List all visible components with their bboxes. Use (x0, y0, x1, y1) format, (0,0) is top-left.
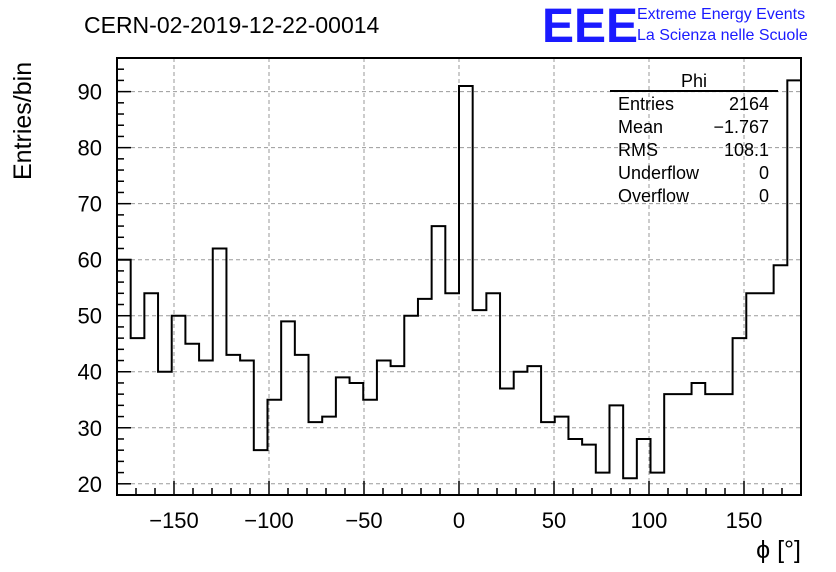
histogram-bin (418, 299, 432, 495)
histogram-bin (295, 355, 309, 495)
stats-row-value: 0 (759, 163, 769, 183)
histogram-bin (760, 293, 774, 495)
histogram-bin (555, 417, 569, 495)
histogram-bin (473, 310, 487, 495)
histogram-bin (664, 394, 678, 495)
histogram-bin (131, 338, 145, 495)
histogram-bin (486, 293, 500, 495)
histogram-bin (527, 366, 541, 495)
histogram-bin (309, 422, 323, 495)
axis-ticks (116, 68, 802, 495)
eee-logo: EEE Extreme Energy Events La Scienza nel… (542, 0, 808, 53)
stats-row-label: Entries (618, 94, 674, 114)
x-tick-label: 0 (453, 508, 465, 533)
histogram-bin (172, 316, 186, 495)
y-tick-label: 70 (78, 192, 102, 217)
histogram-bin (568, 439, 582, 495)
stats-row-value: −1.767 (713, 117, 769, 137)
histogram-bin (733, 338, 747, 495)
histogram-bin (363, 400, 377, 495)
y-tick-label: 40 (78, 360, 102, 385)
histogram-bin (281, 321, 295, 495)
stats-row-value: 2164 (729, 94, 769, 114)
histogram-bin (117, 260, 131, 495)
chart-title: CERN-02-2019-12-22-00014 (84, 12, 380, 38)
histogram-bin (445, 293, 459, 495)
histogram-bin (144, 293, 158, 495)
histogram-bin (377, 361, 391, 495)
y-tick-label: 60 (78, 248, 102, 273)
y-tick-label: 30 (78, 416, 102, 441)
x-tick-label: −100 (244, 508, 294, 533)
histogram-bin (199, 361, 213, 495)
histogram-bin (158, 372, 172, 495)
histogram-bin (267, 400, 281, 495)
histogram-bin (541, 422, 555, 495)
y-tick-label: 80 (78, 136, 102, 161)
histogram-bin (514, 372, 528, 495)
y-tick-label: 50 (78, 304, 102, 329)
y-tick-labels: 20 30 40 50 60 70 80 90 (78, 80, 102, 497)
histogram-bin (336, 377, 350, 495)
stats-box: Phi Entries 2164 Mean −1.767 RMS 108.1 Underfl… (610, 71, 778, 206)
y-tick-label: 20 (78, 472, 102, 497)
y-axis-label: Entries/bin (9, 62, 37, 180)
histogram-bin (692, 383, 706, 495)
histogram-outline (117, 79, 801, 480)
histogram-bin (774, 265, 788, 495)
histogram-bin (787, 80, 801, 495)
eee-logo-line1: Extreme Energy Events (637, 6, 805, 23)
x-axis-label: ϕ [°] (756, 536, 801, 564)
stats-row-label: RMS (618, 140, 658, 160)
histogram-series (117, 79, 801, 495)
stats-row-label: Underflow (618, 163, 700, 183)
histogram-bin (596, 473, 610, 495)
histogram-bin (432, 226, 446, 495)
x-tick-label: 100 (631, 508, 668, 533)
x-tick-label: 150 (726, 508, 763, 533)
histogram-bin (719, 394, 733, 495)
histogram-bin (678, 394, 692, 495)
x-tick-label: 50 (542, 508, 566, 533)
stats-rows: Entries 2164 Mean −1.767 RMS 108.1 Underflow 0 O… (618, 94, 769, 206)
histogram-bin (213, 248, 227, 495)
stats-row-value: 0 (759, 186, 769, 206)
stats-row-label: Overflow (618, 186, 690, 206)
histogram-bin (609, 405, 623, 495)
histogram-bin (404, 316, 418, 495)
histogram-bin (705, 394, 719, 495)
histogram-bin (582, 445, 596, 495)
histogram-bin (185, 344, 199, 495)
histogram-bin (240, 361, 254, 495)
histogram-bin (226, 355, 240, 495)
stats-row-value: 108.1 (724, 140, 769, 160)
histogram-bin (459, 86, 473, 495)
histogram-bin (651, 473, 665, 495)
eee-logo-mark: EEE (542, 0, 638, 53)
histogram-bin (254, 450, 268, 495)
x-tick-label: −50 (345, 508, 382, 533)
y-tick-label: 90 (78, 80, 102, 105)
stats-row-label: Mean (618, 117, 663, 137)
histogram-bin (746, 293, 760, 495)
grid-lines (117, 58, 801, 495)
stats-title: Phi (681, 71, 707, 91)
x-tick-label: −150 (149, 508, 199, 533)
eee-logo-line2: La Scienza nelle Scuole (637, 27, 808, 44)
histogram-bin (322, 417, 336, 495)
histogram-bin (350, 383, 364, 495)
x-tick-labels: −150 −100 −50 0 50 100 150 (149, 508, 762, 533)
histogram-bin (391, 366, 405, 495)
histogram-bin (500, 389, 514, 495)
